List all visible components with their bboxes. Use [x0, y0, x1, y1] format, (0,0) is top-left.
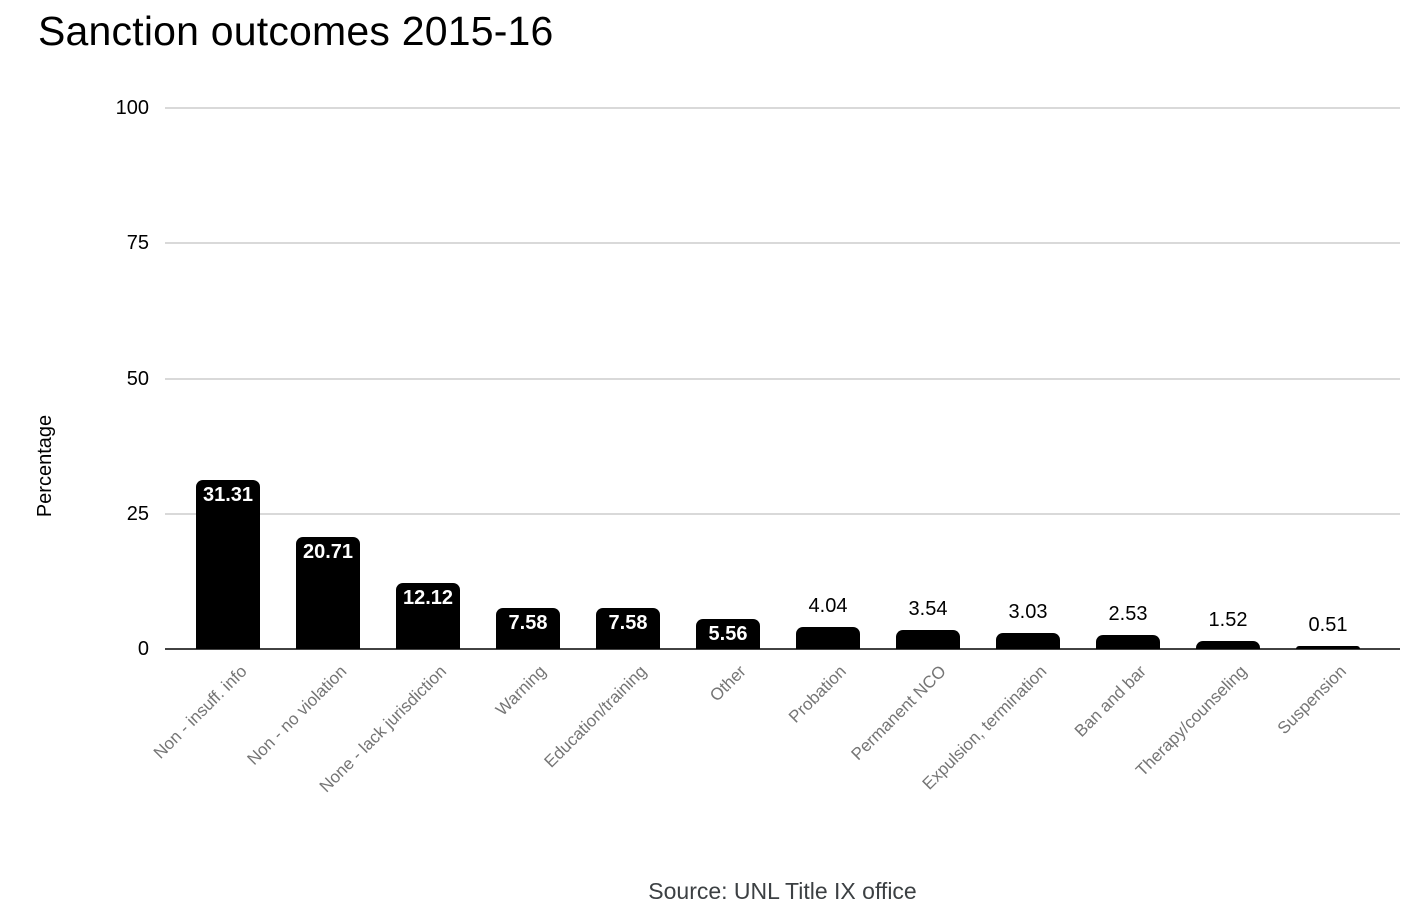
x-tick-label: Suspension	[1273, 661, 1351, 738]
bar-slot: 4.04	[778, 108, 878, 649]
bar-slot: 5.56	[678, 108, 778, 649]
chart-title: Sanction outcomes 2015-16	[38, 8, 554, 54]
x-tick-label: Permanent NCO	[847, 661, 951, 765]
bar-slot: 31.31	[178, 108, 278, 649]
bar-slot: 20.71	[278, 108, 378, 649]
x-tick-label: Education/training	[540, 661, 651, 772]
bar-value-label: 31.31	[202, 483, 254, 506]
bar	[1296, 646, 1360, 649]
bar-slot: 7.58	[478, 108, 578, 649]
y-tick-label: 25	[126, 502, 149, 525]
y-tick-label: 0	[137, 638, 149, 660]
bar-value-label: 4.04	[808, 595, 848, 618]
bars-row: 31.31 20.71 12.12 7.58 7.58 5.56 4.04 3.54 3.03 2…	[165, 108, 1400, 649]
bar-value-label: 20.71	[302, 540, 354, 563]
bar-slot: 1.52	[1178, 108, 1278, 649]
bar-value-label: 5.56	[708, 622, 748, 645]
bar	[796, 627, 860, 649]
x-tick-label: Ban and bar	[1071, 661, 1151, 741]
bar: 7.58	[496, 608, 560, 649]
y-tick-label: 75	[126, 232, 149, 255]
bar-slot: 12.12	[378, 108, 478, 649]
bar-value-label: 3.54	[908, 597, 948, 620]
bar-value-label: 7.58	[508, 612, 548, 634]
bar-value-label: 7.58	[608, 612, 648, 634]
x-tick-label: Therapy/counseling	[1131, 661, 1251, 781]
x-tick-label: Probation	[785, 661, 851, 727]
bar-slot: 0.51	[1278, 108, 1378, 649]
x-axis-labels: Non - insuff. info Non - no violation None…	[149, 661, 1400, 871]
bar: 7.58	[596, 608, 660, 649]
y-tick-label: 100	[115, 97, 149, 119]
x-tick-label: Non - no violation	[243, 661, 351, 769]
x-axis-line	[165, 648, 1400, 650]
bar: 31.31	[196, 479, 260, 649]
gridline	[165, 512, 1400, 515]
plot-area: 0 25 50 75 100 31.31 20.71 12.12 7.58 7.58 5.56 4.…	[116, 97, 1400, 660]
bar-value-label: 3.03	[1008, 600, 1048, 623]
bar-slot: 2.53	[1078, 108, 1178, 649]
bar-slot: 3.03	[978, 108, 1078, 649]
bar: 12.12	[396, 583, 460, 649]
x-tick-label: Other	[706, 661, 751, 706]
source-caption: Source: UNL Title IX office	[648, 878, 917, 904]
bar	[896, 629, 960, 649]
bar-slot: 7.58	[578, 108, 678, 649]
x-tick-label: Warning	[492, 661, 551, 720]
y-axis-title: Percentage	[34, 414, 56, 518]
bar	[1096, 635, 1160, 649]
bar-value-label: 0.51	[1308, 614, 1348, 637]
gridline	[165, 377, 1400, 380]
bar-value-label: 1.52	[1208, 608, 1248, 631]
bar-value-label: 2.53	[1108, 603, 1148, 626]
bar-value-label: 12.12	[402, 587, 454, 610]
gridline	[165, 242, 1400, 245]
bar	[996, 632, 1060, 649]
x-tick-label: Non - insuff. info	[149, 661, 251, 763]
bar	[1196, 640, 1260, 649]
bar: 20.71	[296, 536, 360, 649]
gridline	[165, 107, 1400, 109]
y-tick-label: 50	[126, 367, 149, 390]
bar-slot: 3.54	[878, 108, 978, 649]
bar: 5.56	[696, 618, 760, 649]
